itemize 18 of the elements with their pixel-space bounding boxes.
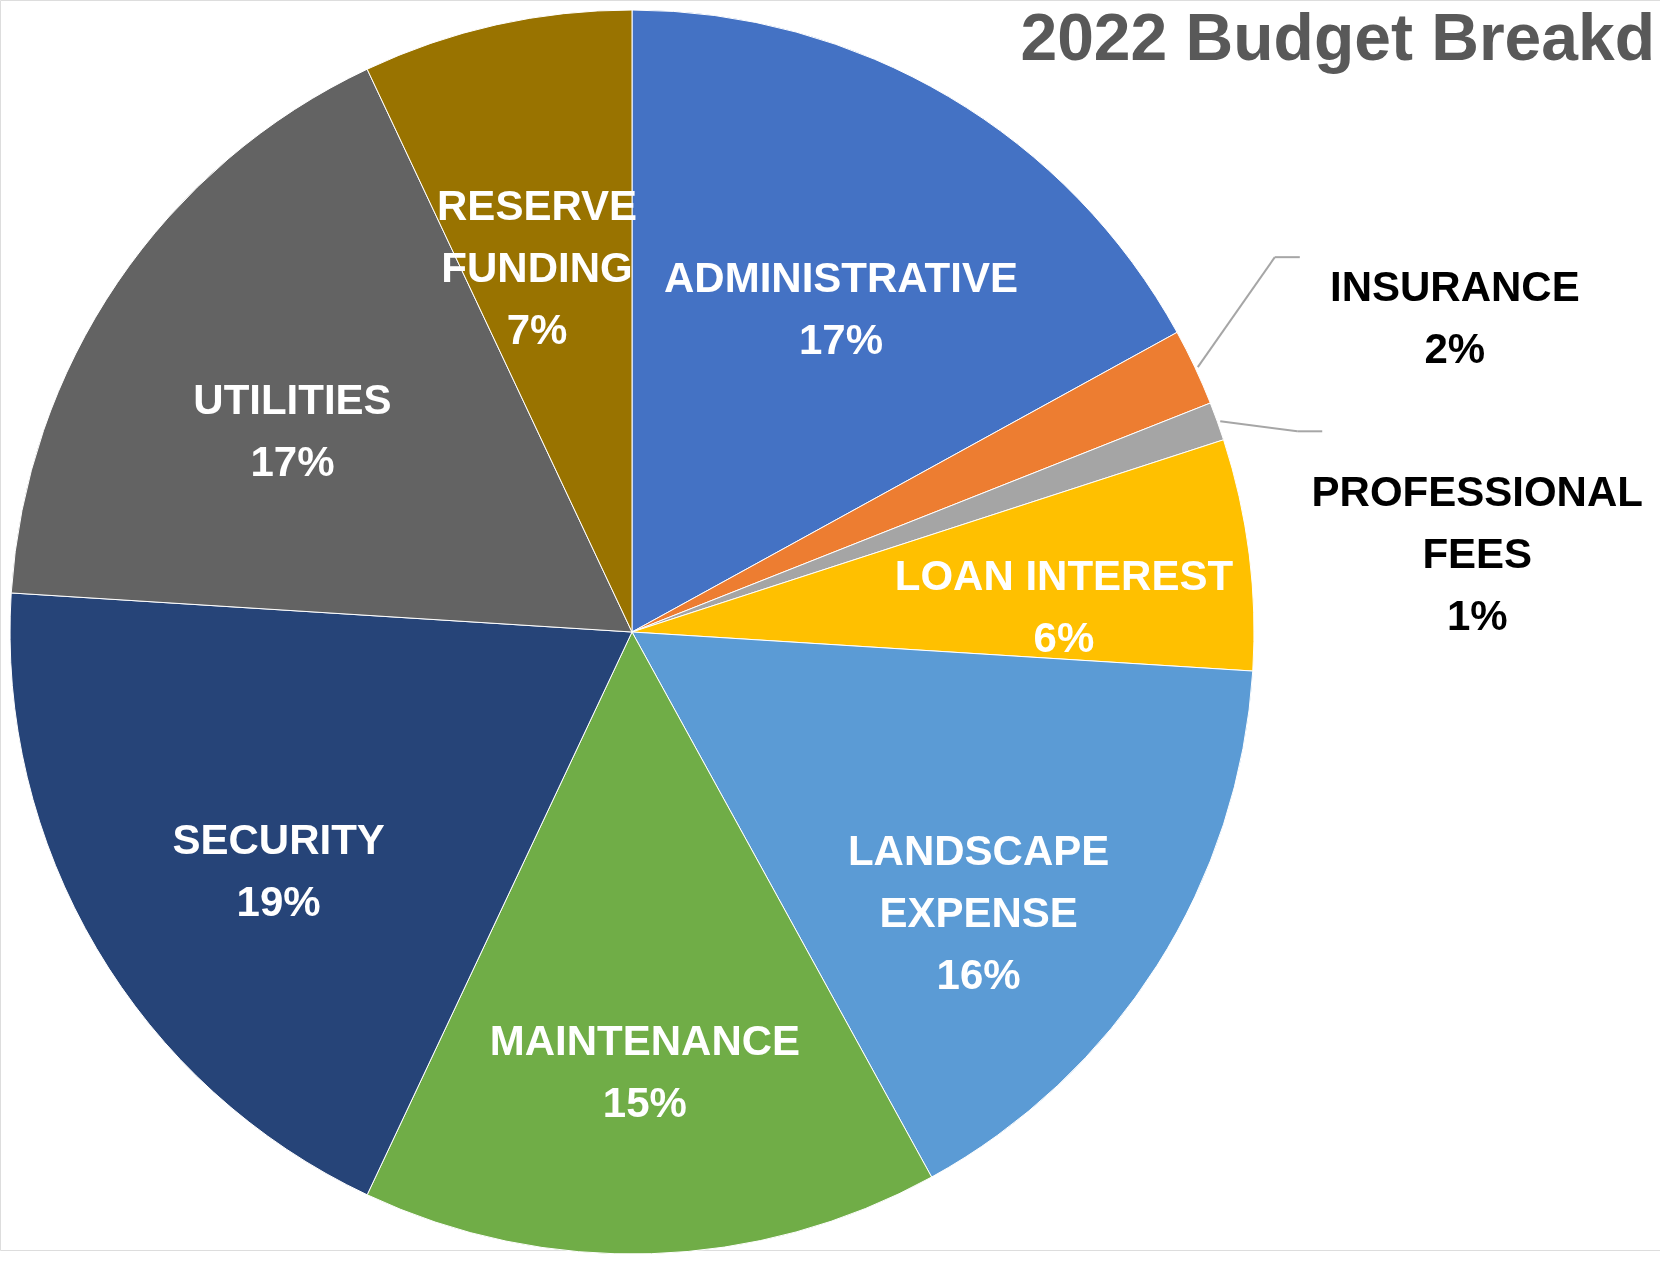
chart-title: 2022 Budget Breakd	[1020, 0, 1655, 74]
slice-label: ADMINISTRATIVE	[664, 253, 1018, 301]
data-label: 15%	[602, 1079, 687, 1127]
data-label: 17%	[250, 438, 335, 486]
slice-label: LOAN INTEREST	[894, 552, 1234, 600]
data-label: 2%	[1424, 325, 1486, 373]
slice-label: SECURITY	[172, 815, 385, 863]
data-label: 17%	[798, 315, 883, 363]
slice-label: UTILITIES	[193, 376, 392, 424]
slice-label: MAINTENANCE	[489, 1017, 801, 1065]
data-label: 1%	[1446, 592, 1508, 640]
data-label: 6%	[1033, 614, 1095, 662]
data-label: 19%	[236, 877, 321, 925]
slice-label: PROFESSIONAL FEES	[1311, 468, 1643, 578]
data-label: 7%	[506, 306, 568, 354]
slice-label: LANDSCAPE EXPENSE	[847, 826, 1110, 936]
data-label: 16%	[936, 950, 1021, 998]
slice-label: INSURANCE	[1329, 263, 1580, 311]
